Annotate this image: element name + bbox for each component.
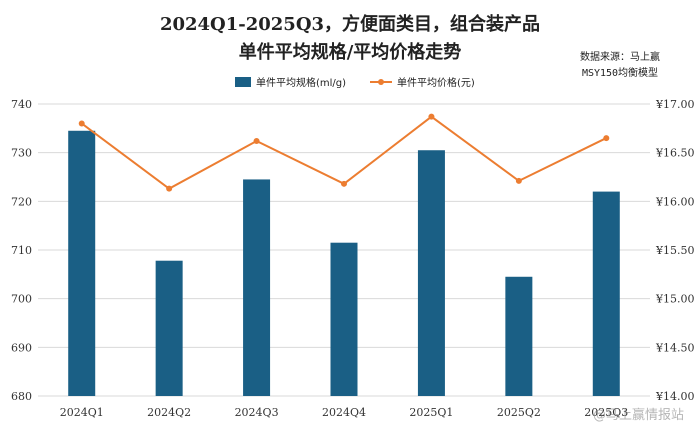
y-left-tick-label: 700 [11, 293, 32, 306]
price-point [515, 177, 522, 184]
x-tick-label: 2024Q2 [147, 406, 191, 419]
price-point [603, 135, 610, 142]
bar [417, 150, 445, 396]
bar [155, 260, 183, 396]
y-right-tick-label: ¥14.50 [655, 341, 695, 354]
legend-bar-label: 单件平均规格(ml/g) [256, 76, 346, 89]
y-left-tick-label: 740 [11, 98, 32, 111]
y-right-tick-label: ¥15.50 [655, 244, 695, 257]
bar [592, 191, 620, 396]
legend-line-label: 单件平均价格(元) [397, 76, 475, 89]
source-line-2: MSY150均衡模型 [581, 68, 659, 79]
price-point [166, 185, 173, 192]
source-line-1: 数据来源：马上赢 [580, 52, 660, 63]
y-right-tick-label: ¥17.00 [655, 98, 695, 111]
price-point [78, 120, 85, 127]
y-right-tick-label: ¥16.00 [655, 195, 695, 208]
y-left-tick-label: 710 [11, 244, 32, 257]
bar [330, 242, 358, 396]
chart-subtitle: 单件平均规格/平均价格走势 [238, 42, 462, 63]
legend-line-marker [378, 79, 384, 85]
price-point [341, 180, 347, 187]
x-tick-label: 2024Q1 [60, 406, 104, 419]
chart-title: 2024Q1-2025Q3，方便面类目，组合装产品 [159, 14, 541, 35]
x-tick-label: 2024Q4 [322, 406, 366, 419]
x-tick-label: 2025Q1 [409, 406, 453, 419]
x-tick-label: 2025Q3 [584, 406, 628, 419]
y-right-tick-label: ¥15.00 [655, 293, 695, 306]
y-left-tick-label: 720 [11, 195, 32, 208]
price-point [253, 137, 260, 144]
bar [505, 276, 533, 396]
bar [243, 179, 271, 396]
y-right-tick-label: ¥16.50 [655, 147, 695, 160]
x-tick-label: 2024Q3 [235, 406, 279, 419]
x-tick-label: 2025Q2 [497, 406, 541, 419]
y-left-tick-label: 690 [11, 341, 32, 354]
legend-bar-swatch [235, 77, 251, 87]
y-left-tick-label: 680 [11, 390, 32, 403]
price-point [428, 113, 435, 120]
source-note: 数据来源：马上赢 MSY150均衡模型 [580, 50, 660, 82]
y-right-tick-label: ¥14.00 [655, 390, 695, 403]
bar [68, 130, 96, 396]
watermark: @马上赢情报站 [592, 408, 684, 423]
y-left-tick-label: 730 [11, 147, 32, 160]
